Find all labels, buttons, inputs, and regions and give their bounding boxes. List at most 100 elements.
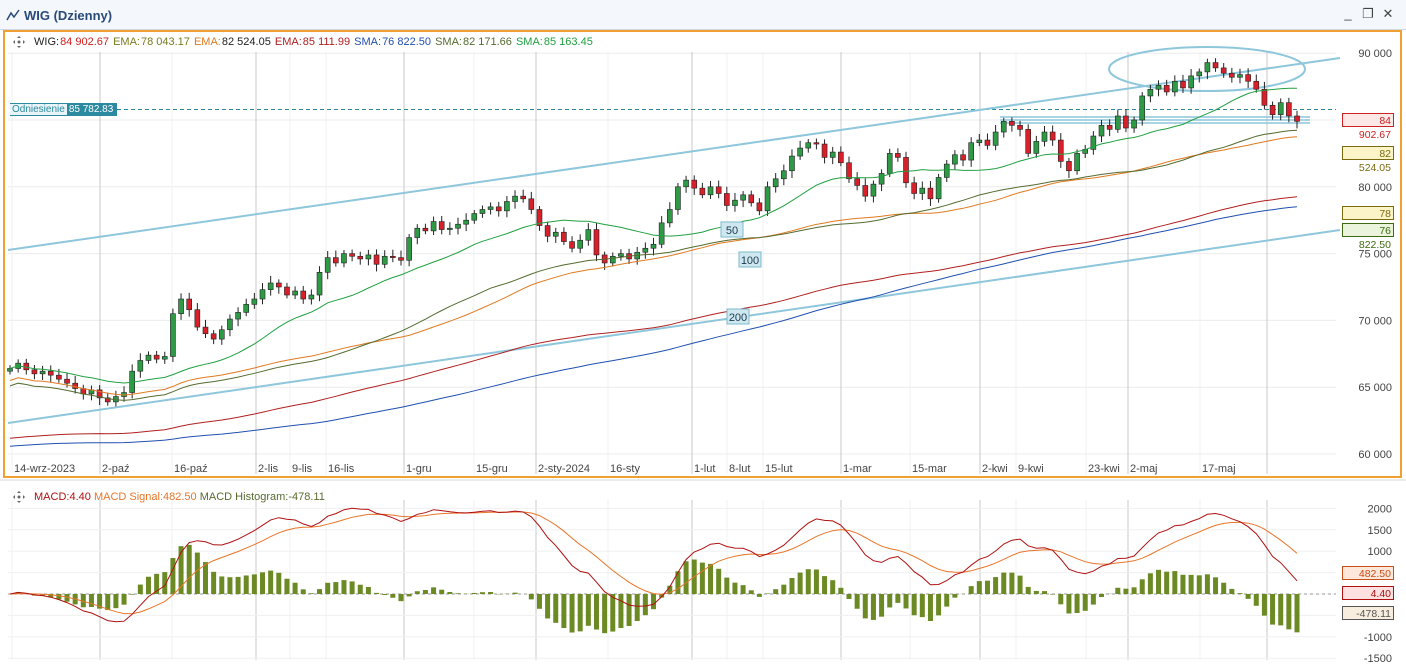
signal-label: MACD Signal: bbox=[93, 491, 164, 503]
macd-histogram-bar bbox=[797, 572, 803, 594]
candle bbox=[618, 249, 624, 261]
macd-histogram-bar bbox=[251, 574, 257, 594]
ema1-label: EMA: bbox=[113, 36, 140, 48]
candle bbox=[88, 385, 95, 401]
ema3-label: EMA: bbox=[274, 36, 302, 48]
macd-histogram-bar bbox=[390, 594, 396, 598]
candle bbox=[438, 216, 445, 235]
macd-histogram-bar bbox=[683, 561, 689, 594]
candle-body bbox=[772, 178, 779, 188]
macd-histogram-bar bbox=[374, 592, 380, 594]
restore-button[interactable]: ❐ bbox=[1362, 6, 1374, 21]
candle-body bbox=[952, 154, 958, 165]
candle-body bbox=[373, 254, 380, 265]
candle bbox=[113, 390, 119, 407]
macd-line bbox=[9, 507, 1298, 623]
x-tick-label: 1-lut bbox=[694, 463, 715, 475]
candle-body bbox=[1147, 88, 1154, 97]
candle bbox=[1000, 117, 1007, 138]
candle bbox=[1180, 74, 1186, 94]
ema2-value: 82 524.05 bbox=[221, 36, 271, 48]
wig-value: 84 902.67 bbox=[60, 36, 109, 48]
candle-body bbox=[1025, 129, 1031, 154]
candle bbox=[471, 210, 478, 224]
candle-body bbox=[1009, 121, 1015, 126]
candle bbox=[96, 385, 103, 406]
candle bbox=[447, 222, 453, 236]
candle-body bbox=[357, 255, 364, 260]
macd-histogram-bar bbox=[765, 593, 771, 594]
x-tick-label: 2-paź bbox=[102, 463, 130, 475]
candle-body bbox=[1114, 115, 1121, 130]
move-icon[interactable] bbox=[12, 35, 26, 49]
x-tick-label: 9-kwi bbox=[1018, 463, 1044, 475]
macd-histogram-bar bbox=[357, 584, 363, 594]
candle bbox=[1163, 79, 1170, 96]
macd-histogram-bar bbox=[699, 562, 705, 594]
candle bbox=[561, 227, 567, 245]
candle-body bbox=[561, 231, 567, 242]
candle-body bbox=[927, 187, 934, 200]
move-icon[interactable] bbox=[12, 490, 26, 504]
macd-histogram-bar bbox=[56, 594, 62, 600]
candle bbox=[1155, 80, 1162, 97]
candle bbox=[1286, 97, 1292, 123]
macd-histogram-tag: -478.11 bbox=[1342, 606, 1394, 620]
candle bbox=[642, 242, 649, 259]
candle bbox=[968, 137, 974, 167]
macd-histogram-bar bbox=[879, 594, 885, 617]
candle-body bbox=[748, 194, 755, 204]
price-chart-panel[interactable] bbox=[3, 30, 1402, 478]
candle bbox=[259, 283, 266, 305]
macd-histogram-bar bbox=[854, 594, 860, 609]
macd-histogram-bar bbox=[1156, 569, 1162, 594]
candle-body bbox=[218, 329, 225, 340]
x-tick-label: 16-paź bbox=[174, 463, 208, 475]
minimize-button[interactable]: _ bbox=[1344, 6, 1352, 21]
candle bbox=[121, 386, 127, 402]
macd-value: 4.40 bbox=[69, 491, 91, 503]
candle bbox=[569, 236, 575, 253]
candle-body bbox=[805, 142, 812, 149]
macd-histogram-bar bbox=[113, 594, 119, 609]
candle bbox=[1074, 149, 1080, 175]
candle-body bbox=[487, 206, 494, 210]
candle bbox=[593, 222, 600, 262]
candle bbox=[903, 151, 909, 188]
candle-body bbox=[308, 294, 315, 300]
macd-histogram-bar bbox=[1025, 586, 1031, 594]
candle-body bbox=[797, 147, 803, 157]
close-button[interactable]: ✕ bbox=[1382, 6, 1394, 21]
macd-histogram-bar bbox=[365, 587, 371, 594]
macd-histogram-bar bbox=[325, 582, 331, 594]
macd-histogram-bar bbox=[708, 563, 714, 594]
x-tick-label: 14-wrz-2023 bbox=[14, 463, 75, 475]
candle-body bbox=[707, 186, 714, 196]
candle-body bbox=[1057, 139, 1064, 162]
macd-histogram-bar bbox=[1115, 587, 1121, 594]
macd-histogram-bar bbox=[545, 594, 551, 619]
x-tick-label: 17-maj bbox=[1202, 463, 1236, 475]
candle bbox=[1139, 92, 1146, 126]
candle bbox=[1277, 98, 1284, 121]
candle-body bbox=[300, 290, 307, 300]
candle bbox=[300, 285, 307, 304]
candle bbox=[129, 364, 135, 399]
macd-value-tag: 4.40 bbox=[1342, 586, 1394, 600]
candle bbox=[911, 176, 917, 200]
candle bbox=[1204, 58, 1211, 80]
y-tick-label: 90 000 bbox=[1358, 48, 1392, 60]
macd-histogram-bar bbox=[1033, 590, 1039, 594]
candle bbox=[210, 330, 217, 345]
candle bbox=[781, 164, 787, 186]
candle bbox=[886, 148, 893, 178]
candle-body bbox=[1277, 102, 1284, 115]
macd-histogram-bar bbox=[48, 594, 54, 598]
macd-legend: MACD:4.40 MACD Signal:482.50 MACD Histog… bbox=[34, 491, 325, 503]
macd-histogram-bar bbox=[121, 594, 127, 605]
macd-histogram-bar bbox=[756, 594, 762, 597]
candle bbox=[821, 139, 828, 164]
candle bbox=[650, 237, 657, 256]
price-legend: WIG:84 902.67 EMA:78 043.17 EMA:82 524.0… bbox=[34, 36, 594, 48]
